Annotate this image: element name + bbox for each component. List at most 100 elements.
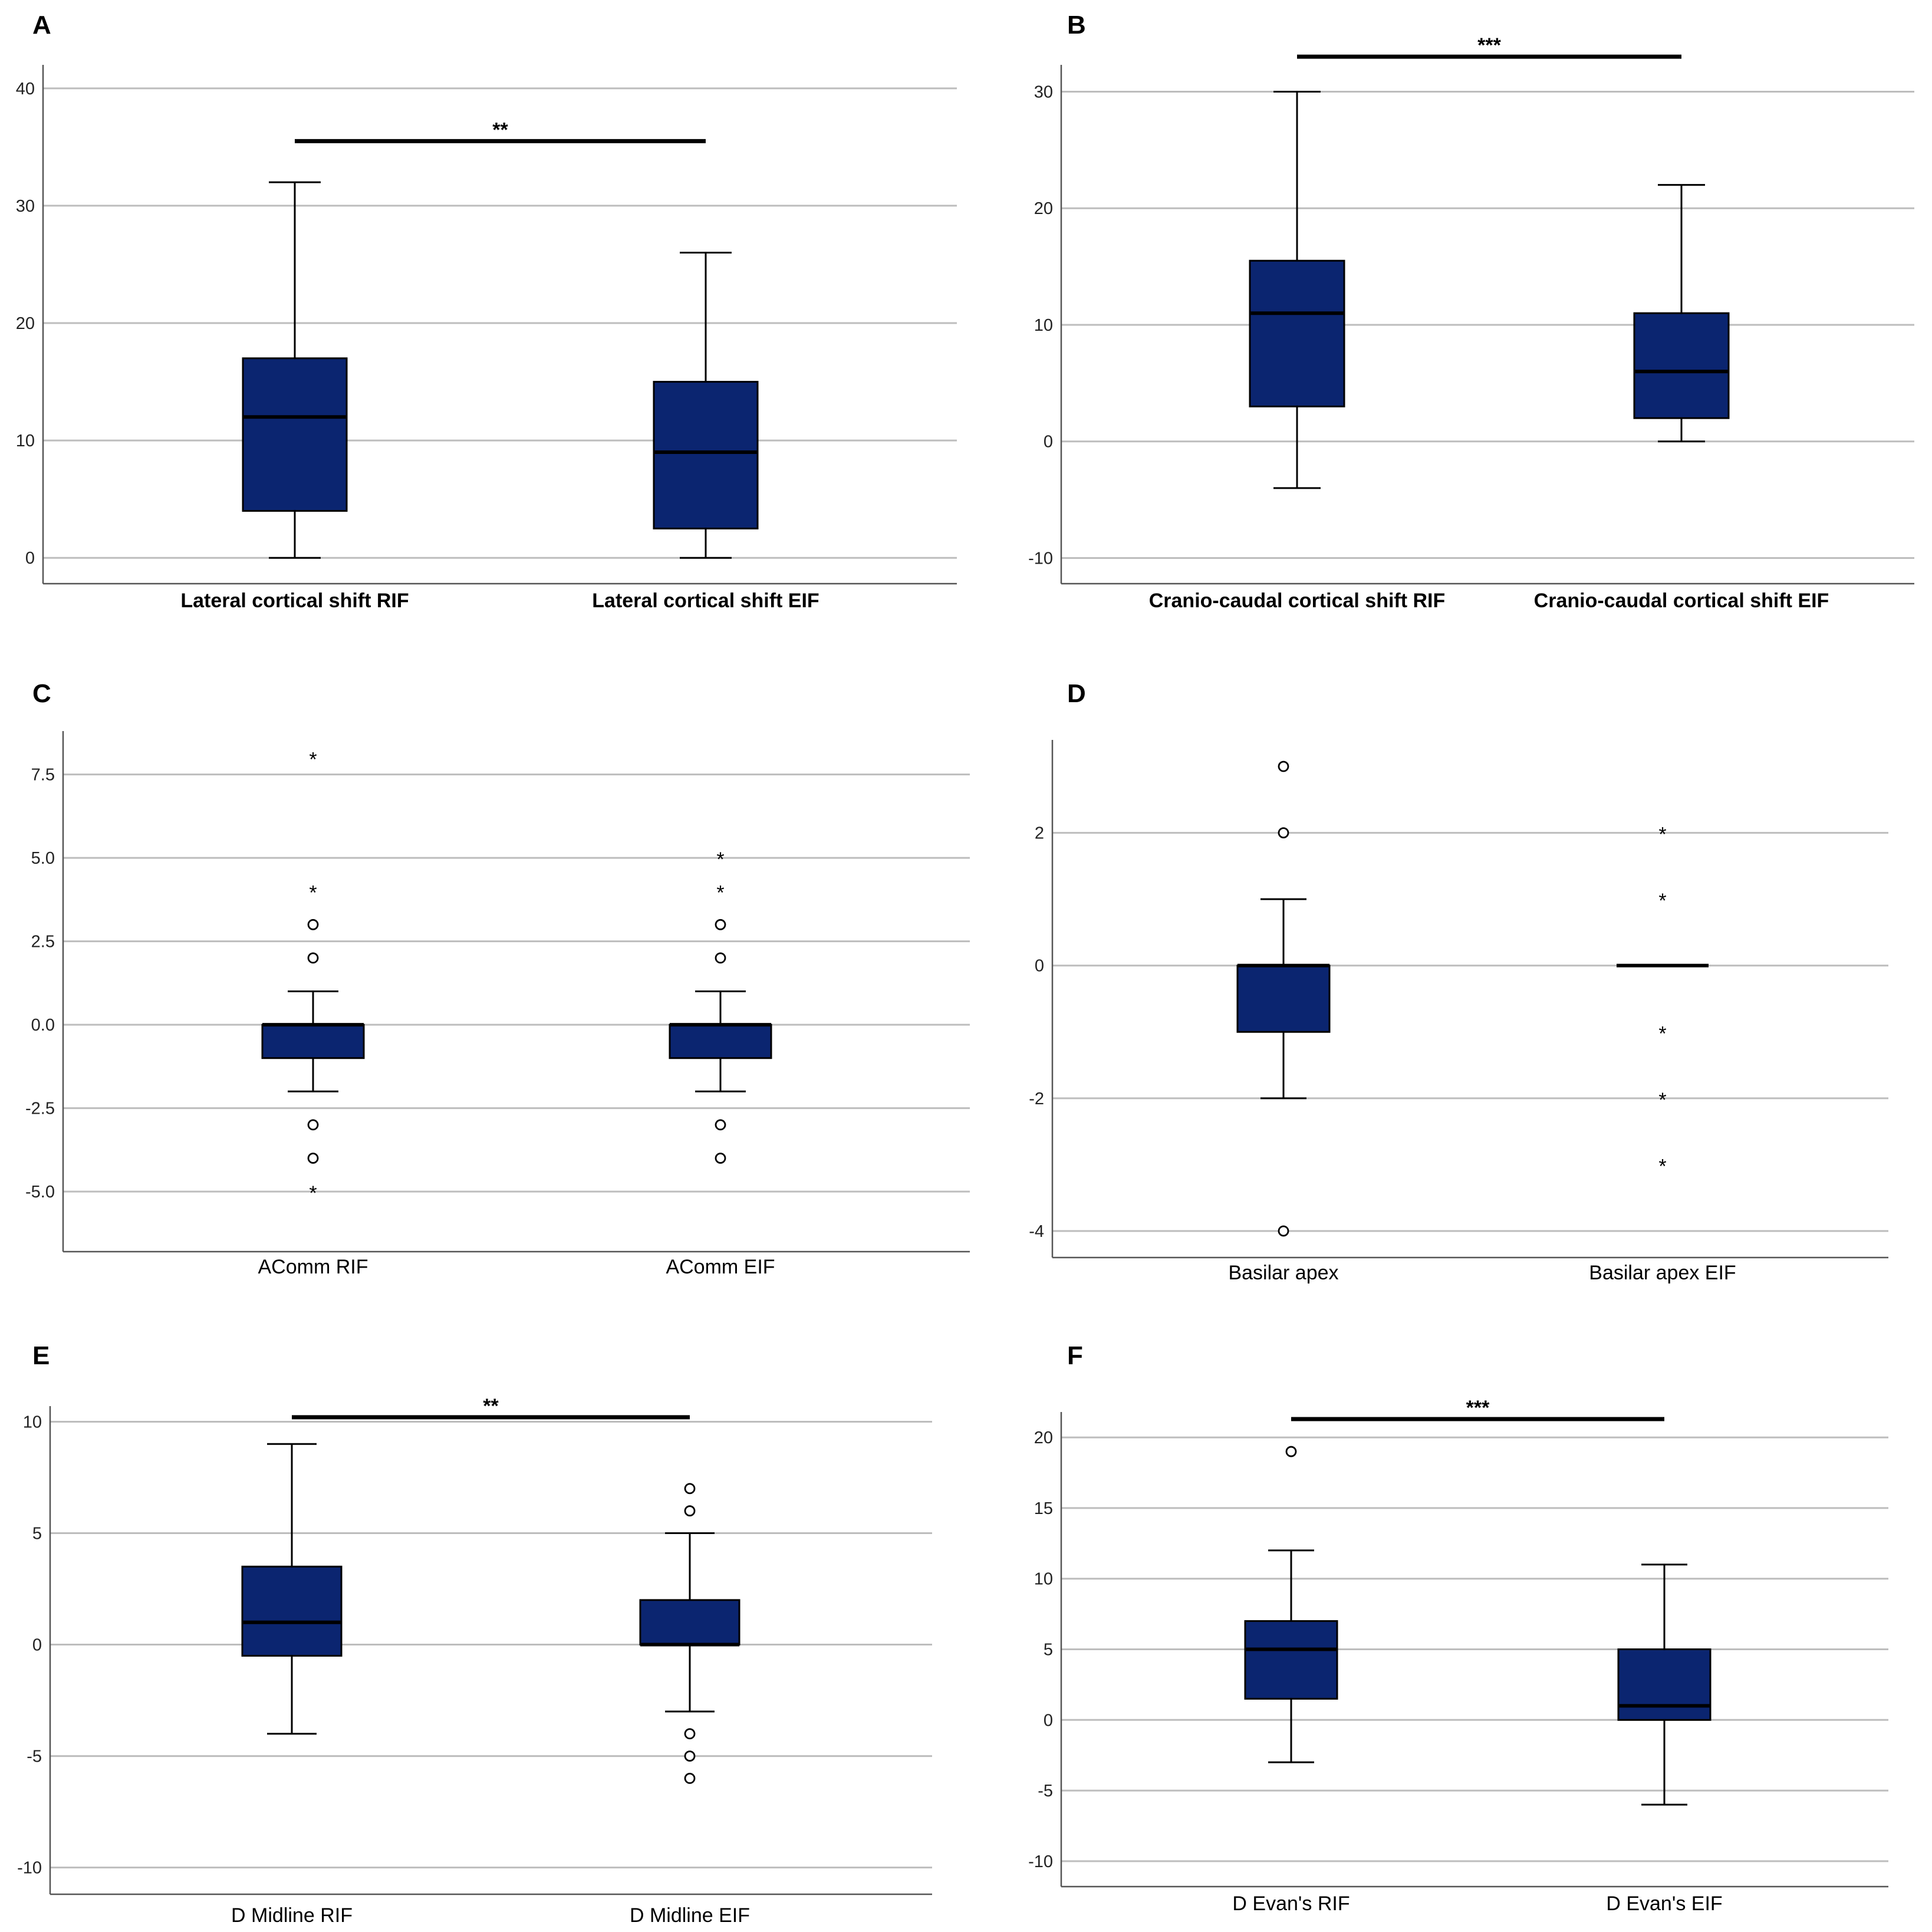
- panel-d: -4 -2 0 2 Basilar apex * * * * * Basilar apex EIF: [1029, 740, 1888, 1284]
- y-tick-label: 5: [1044, 1641, 1053, 1660]
- category-label: D Midline EIF: [630, 1904, 750, 1927]
- outlier-circle: [684, 1728, 696, 1740]
- panel-a: 0 10 20 30 40 Lateral cortical shift RIF Later…: [16, 65, 957, 612]
- y-tick-label: -5: [1038, 1782, 1053, 1801]
- box: [1249, 259, 1345, 407]
- outlier-circle: [1278, 827, 1289, 838]
- box-group-1: [1244, 1446, 1338, 1763]
- y-tick-label: 2: [1035, 824, 1044, 843]
- extreme-outlier-star: *: [309, 882, 317, 904]
- box: [242, 357, 348, 512]
- outlier-circle: [715, 1119, 726, 1131]
- category-label: Lateral cortical shift RIF: [180, 590, 409, 612]
- y-tick-label: -2: [1029, 1090, 1044, 1108]
- extreme-outlier-star: *: [309, 1182, 317, 1204]
- box: [653, 381, 759, 529]
- category-label: AComm RIF: [258, 1256, 368, 1278]
- y-tick-label: 0.0: [31, 1016, 55, 1035]
- outlier-circle: [684, 1505, 696, 1517]
- box: [1617, 1648, 1712, 1721]
- outlier-circle: [307, 1119, 319, 1131]
- y-tick-label: 0: [1035, 957, 1044, 976]
- outlier-circle: [715, 952, 726, 964]
- extreme-outlier-star: *: [1658, 1022, 1666, 1045]
- outlier-circle: [307, 1153, 319, 1164]
- y-tick-label: -10: [1028, 549, 1053, 568]
- category-label: Basilar apex EIF: [1589, 1262, 1736, 1284]
- y-tick-label: 5.0: [31, 849, 55, 868]
- outlier-circle: [715, 919, 726, 930]
- outlier-circle: [684, 1772, 696, 1784]
- outlier-circle: [715, 1153, 726, 1164]
- y-tick-label: 10: [1034, 316, 1053, 335]
- y-tick-label: 10: [23, 1413, 42, 1431]
- box-group-2: * * * * *: [1617, 824, 1709, 1177]
- category-label: D Evan's RIF: [1232, 1892, 1350, 1915]
- significance-label: ***: [1466, 1397, 1490, 1419]
- y-tick-label: 20: [16, 314, 35, 333]
- panel-label-b: B: [1067, 11, 1086, 40]
- box-group-2: [653, 252, 759, 559]
- extreme-outlier-star: *: [716, 882, 724, 904]
- category-label: Lateral cortical shift EIF: [592, 590, 819, 612]
- significance-label: **: [492, 119, 508, 141]
- y-tick-label: 0: [25, 549, 35, 568]
- category-label: Basilar apex: [1228, 1262, 1338, 1284]
- significance-label: **: [483, 1395, 499, 1417]
- y-tick-label: 40: [16, 80, 35, 98]
- y-tick-label: 0: [32, 1636, 42, 1655]
- significance-label: ***: [1477, 34, 1501, 57]
- box-group-1: * * *: [261, 748, 365, 1204]
- category-label: Cranio-caudal cortical shift EIF: [1534, 590, 1829, 612]
- panel-label-a: A: [32, 11, 51, 40]
- outlier-circle: [684, 1483, 696, 1495]
- box-group-2: [639, 1483, 740, 1784]
- outlier-circle: [1278, 1225, 1289, 1237]
- outlier-circle: [307, 919, 319, 930]
- outlier-circle: [1285, 1446, 1297, 1457]
- panel-label-d: D: [1067, 679, 1086, 708]
- extreme-outlier-star: *: [716, 848, 724, 871]
- category-label: AComm EIF: [666, 1256, 775, 1278]
- y-tick-label: 5: [32, 1525, 42, 1543]
- y-tick-label: 10: [1034, 1570, 1053, 1589]
- box: [1633, 312, 1730, 419]
- y-tick-label: 20: [1034, 1429, 1053, 1447]
- y-tick-label: -5.0: [25, 1183, 55, 1202]
- y-tick-label: 30: [1034, 83, 1053, 101]
- box: [261, 1023, 365, 1059]
- box-group-1: [1236, 761, 1331, 1237]
- box: [1236, 965, 1331, 1033]
- panel-label-e: E: [32, 1341, 50, 1370]
- panel-e: -10 -5 0 5 10 D Midline RIF D Midline EIF **: [17, 1395, 932, 1927]
- category-label: D Midline RIF: [231, 1904, 353, 1927]
- panel-label-f: F: [1067, 1341, 1083, 1370]
- y-tick-label: 15: [1034, 1499, 1053, 1518]
- category-label: D Evan's EIF: [1606, 1892, 1722, 1915]
- outlier-circle: [1278, 761, 1289, 772]
- box-group-1: [242, 181, 348, 559]
- y-tick-label: -10: [17, 1859, 42, 1878]
- panel-b: -10 0 10 20 30 Cranio-caudal cortical shift R…: [1028, 34, 1914, 612]
- category-label: Cranio-caudal cortical shift RIF: [1149, 590, 1446, 612]
- y-tick-label: -5: [27, 1747, 42, 1766]
- y-tick-label: 30: [16, 197, 35, 216]
- outlier-circle: [684, 1750, 696, 1762]
- extreme-outlier-star: *: [309, 748, 317, 771]
- box-group-2: [1617, 1564, 1712, 1806]
- extreme-outlier-star: *: [1658, 890, 1666, 912]
- box: [241, 1565, 343, 1657]
- y-tick-label: -10: [1028, 1852, 1053, 1871]
- y-tick-label: 20: [1034, 199, 1053, 218]
- y-tick-label: 7.5: [31, 766, 55, 785]
- box-group-2: [1633, 184, 1730, 443]
- outlier-circle: [307, 952, 319, 964]
- y-tick-label: -2.5: [25, 1100, 55, 1118]
- box: [639, 1599, 740, 1646]
- panel-label-c: C: [32, 679, 51, 708]
- box: [1244, 1620, 1338, 1700]
- box-group-1: [241, 1443, 343, 1735]
- y-tick-label: 0: [1044, 1711, 1053, 1730]
